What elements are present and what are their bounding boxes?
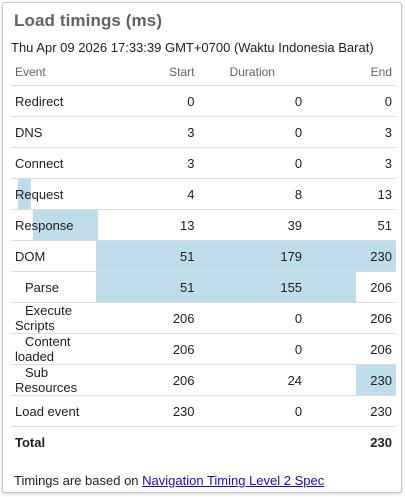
- table-row: Load event 230 0 230: [11, 395, 396, 427]
- timing-bar: [111, 241, 199, 271]
- start-value: 4: [111, 178, 199, 210]
- duration-value: 0: [198, 147, 307, 179]
- end-value: 13: [306, 178, 396, 210]
- start-value: 230: [111, 395, 199, 427]
- event-name: Redirect: [11, 85, 112, 117]
- timing-bar: [111, 272, 199, 302]
- table-row: Content loaded 206 0 206: [11, 333, 396, 365]
- event-name: Request: [11, 178, 112, 210]
- duration-value: 0: [198, 302, 307, 334]
- table-row: Request 4 8 13: [11, 178, 396, 210]
- end-value: 230: [306, 364, 396, 396]
- duration-value: 24: [198, 364, 307, 396]
- footer-note: Timings are based on Navigation Timing L…: [14, 473, 324, 488]
- timing-bar: [96, 272, 112, 302]
- event-name: DNS: [11, 116, 112, 148]
- timing-bar: [32, 210, 99, 240]
- start-value: 51: [111, 240, 199, 272]
- timing-bar: [198, 241, 307, 271]
- timing-bar: [306, 241, 396, 271]
- column-header-start: Start: [111, 59, 199, 86]
- table-row: Parse 51 155 206: [11, 271, 396, 303]
- end-value: 230: [306, 240, 396, 272]
- total-value: 230: [370, 435, 392, 450]
- duration-value: 39: [198, 209, 307, 241]
- start-value: 13: [111, 209, 199, 241]
- end-value: 3: [306, 116, 396, 148]
- event-name: Sub Resources: [11, 364, 112, 396]
- table-row: Redirect 0 0 0: [11, 85, 396, 117]
- duration-value: 179: [198, 240, 307, 272]
- timestamp: Thu Apr 09 2026 17:33:39 GMT+0700 (Waktu…: [11, 40, 374, 55]
- event-name: Execute Scripts: [11, 302, 112, 334]
- event-name: Parse: [11, 271, 112, 303]
- end-value: 230: [306, 395, 396, 427]
- table-row: DNS 3 0 3: [11, 116, 396, 148]
- start-value: 0: [111, 85, 199, 117]
- column-header-event: Event: [11, 59, 112, 86]
- event-name: Content loaded: [11, 333, 112, 365]
- event-name: DOM: [11, 240, 112, 272]
- start-value: 51: [111, 271, 199, 303]
- table-row: Execute Scripts 206 0 206: [11, 302, 396, 334]
- event-name: Connect: [11, 147, 112, 179]
- table-header-row: Event Start Duration End: [11, 59, 396, 86]
- end-value: 51: [306, 209, 396, 241]
- duration-value: 0: [198, 85, 307, 117]
- start-value: 206: [111, 302, 199, 334]
- timings-table: Event Start Duration End Redirect 0 0 0 DNS 3…: [11, 59, 396, 458]
- navigation-timing-spec-link[interactable]: Navigation Timing Level 2 Spec: [142, 473, 325, 488]
- end-value: 206: [306, 271, 396, 303]
- event-name: Response: [11, 209, 112, 241]
- duration-value: 0: [198, 395, 307, 427]
- start-value: 206: [111, 364, 199, 396]
- total-row: Total 230: [11, 427, 396, 459]
- table-row: Connect 3 0 3: [11, 147, 396, 179]
- event-name: Load event: [11, 395, 112, 427]
- table-row: Sub Resources 206 24 230: [11, 364, 396, 396]
- table-row: Response 13 39 51: [11, 209, 396, 241]
- start-value: 206: [111, 333, 199, 365]
- end-value: 206: [306, 333, 396, 365]
- duration-value: 0: [198, 333, 307, 365]
- duration-value: 0: [198, 116, 307, 148]
- timing-bar: [96, 241, 112, 271]
- footer-text: Timings are based on: [14, 473, 143, 488]
- end-value: 206: [306, 302, 396, 334]
- load-timings-panel: Load timings (ms) Thu Apr 09 2026 17:33:…: [2, 2, 402, 493]
- duration-value: 8: [198, 178, 307, 210]
- column-header-end: End: [306, 59, 396, 86]
- end-value: 0: [306, 85, 396, 117]
- timing-bar: [198, 272, 307, 302]
- timing-bar: [17, 179, 32, 209]
- duration-value: 155: [198, 271, 307, 303]
- panel-title: Load timings (ms): [14, 11, 163, 30]
- timing-bar: [306, 272, 356, 302]
- total-label: Total: [15, 435, 46, 450]
- start-value: 3: [111, 116, 199, 148]
- column-header-duration: Duration: [198, 59, 307, 86]
- end-value: 3: [306, 147, 396, 179]
- table-row: DOM 51 179 230: [11, 240, 396, 272]
- start-value: 3: [111, 147, 199, 179]
- timing-bar: [355, 365, 396, 395]
